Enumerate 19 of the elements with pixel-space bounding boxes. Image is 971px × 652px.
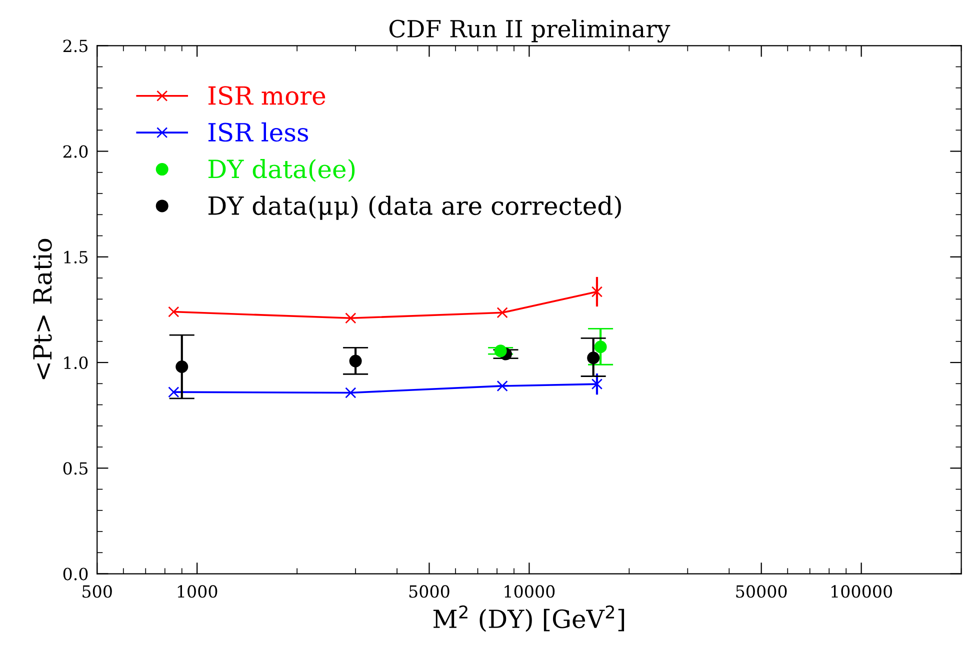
legend-label: ISR less — [208, 122, 308, 142]
legend-label: ISR more — [208, 86, 326, 105]
y-tick-label: 0.0 — [63, 568, 88, 580]
x-tick-label: 500 — [82, 585, 112, 598]
y-axis-title: <Pt> Ratio — [33, 238, 52, 380]
x-tick-label: 10000 — [504, 585, 555, 598]
y-tick-label: 2.0 — [63, 145, 88, 158]
x-axis-title: M$^{2}$ (DY) [GeV$^{2}$] — [433, 605, 624, 632]
y-tick-label: 1.0 — [64, 356, 88, 370]
y-tick-label: 2.5 — [63, 40, 88, 52]
x-tick-label: 100000 — [832, 585, 892, 598]
x-tick-label: 1000 — [178, 585, 218, 598]
chart-title: CDF Run II preliminary — [389, 19, 670, 43]
x-tick-label: 50000 — [736, 585, 787, 598]
y-tick-label: 1.5 — [64, 250, 88, 264]
legend-label: DY data(ee) — [208, 159, 355, 182]
y-tick-label: 0.5 — [63, 462, 88, 475]
x-tick-label: 5000 — [409, 585, 450, 598]
legend-label: DY data(μμ) (data are corrected) — [208, 196, 621, 220]
